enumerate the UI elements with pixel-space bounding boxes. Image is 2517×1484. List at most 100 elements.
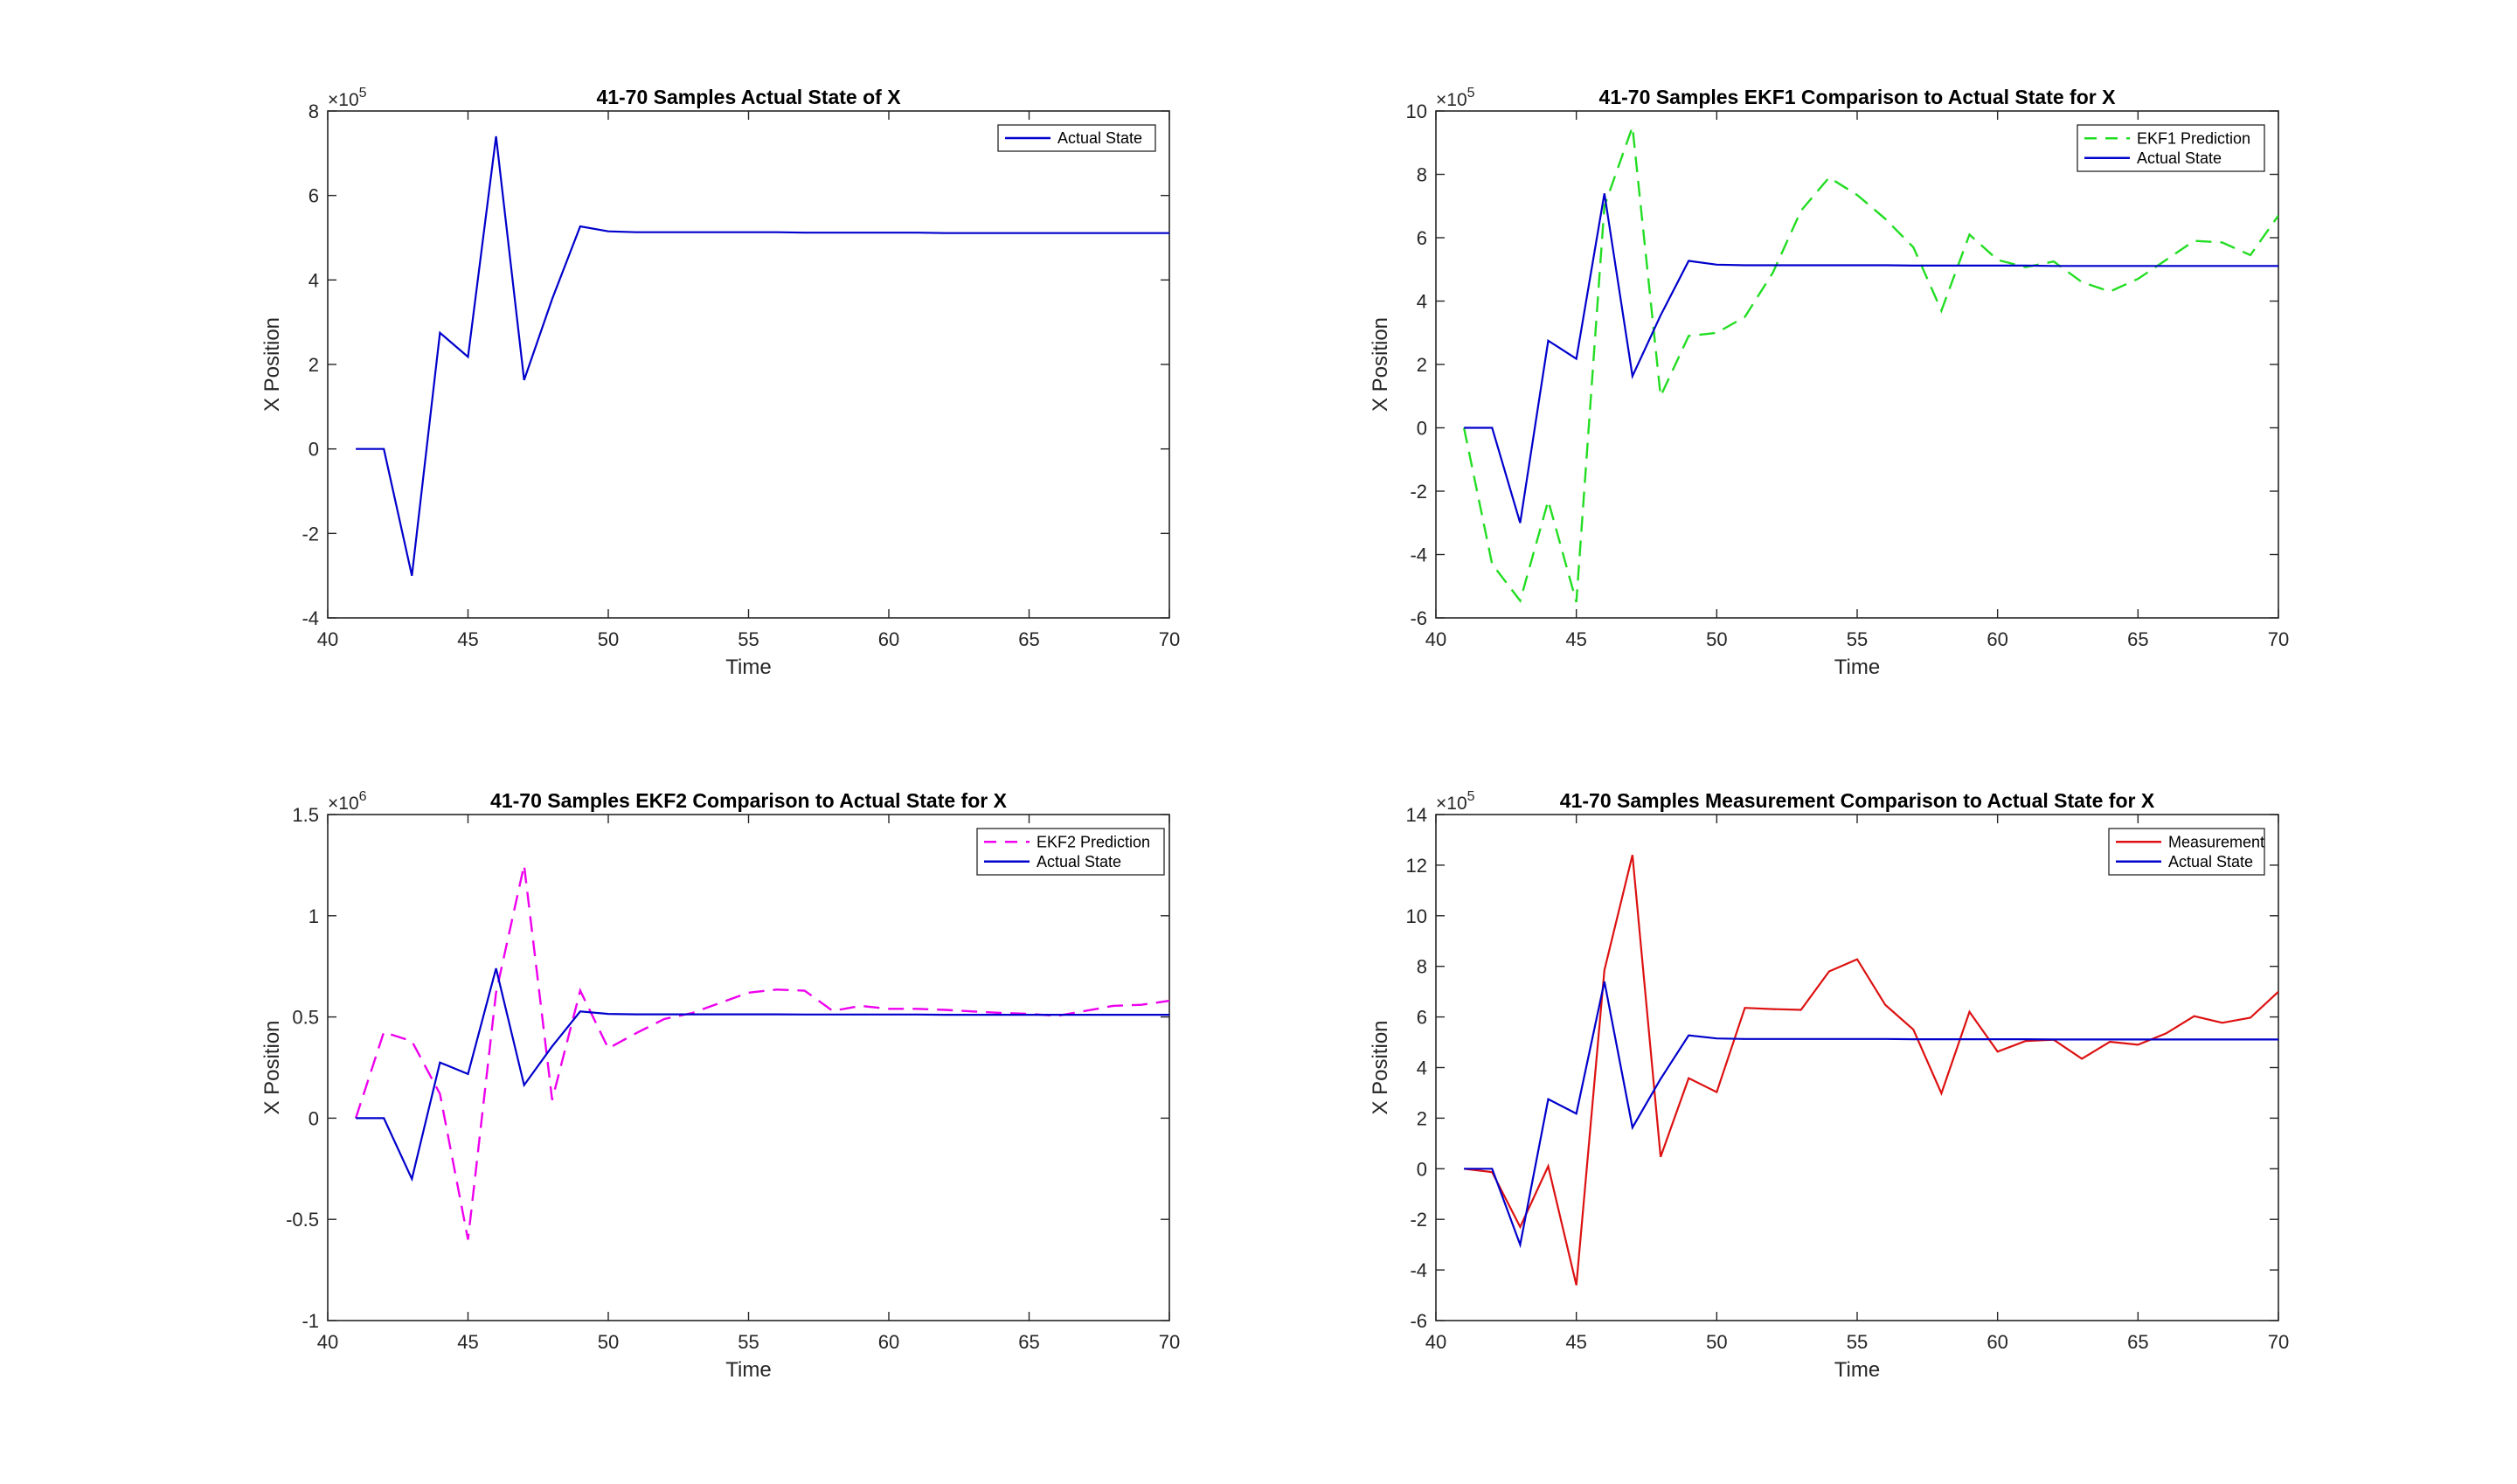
x-tick-label: 40 [317, 1331, 338, 1353]
y-tick-label: 2 [309, 354, 319, 376]
y-exponent-label: ×105 [1436, 789, 1475, 814]
axes-box [1435, 814, 2279, 1321]
x-tick-label: 65 [2127, 628, 2148, 650]
x-axis-label: Time [1834, 655, 1880, 679]
y-tick-label: 0 [309, 439, 319, 461]
legend: Measurement Actual State [2108, 828, 2265, 876]
x-axis-label: Time [1834, 1358, 1880, 1382]
x-tick-label: 50 [598, 1331, 619, 1353]
y-exponent-label: ×106 [328, 789, 367, 814]
x-tick-label: 70 [2268, 628, 2289, 650]
y-tick-label: 4 [309, 269, 319, 291]
y-axis-label: X Position [1369, 317, 1392, 412]
x-tick-label: 50 [1706, 1331, 1727, 1353]
y-tick-label: 2 [1417, 354, 1427, 376]
legend-label: Actual State [2137, 149, 2222, 167]
x-tick-label: 65 [2127, 1331, 2148, 1353]
y-tick-label: 10 [1406, 905, 1427, 927]
legend: EKF1 Prediction Actual State [2077, 124, 2265, 172]
x-tick-label: 55 [738, 1331, 759, 1353]
y-tick-label: 6 [1417, 1007, 1427, 1029]
y-tick-label: 0 [1417, 1158, 1427, 1180]
series-line [354, 864, 1169, 1240]
y-tick-label: -6 [1410, 607, 1427, 629]
legend-label: Measurement [2168, 833, 2264, 850]
y-tick-label: 8 [1417, 956, 1427, 978]
y-exponent-label: ×105 [1436, 86, 1475, 110]
y-tick-label: 0 [309, 1107, 319, 1129]
series-line [1464, 981, 2278, 1249]
y-tick-label: 14 [1406, 804, 1427, 826]
y-tick-label: 8 [1417, 164, 1427, 186]
x-tick-label: 55 [1847, 628, 1868, 650]
y-tick-label: 10 [1406, 101, 1427, 122]
y-tick-label: -4 [1410, 1259, 1427, 1281]
series-line [1463, 855, 2278, 1286]
legend-label: Actual State [2168, 853, 2253, 870]
x-tick-label: 45 [1565, 1331, 1586, 1353]
chart-title: 41-70 Samples Actual State of X [596, 86, 901, 108]
series-line [356, 135, 1169, 576]
x-tick-label: 70 [1159, 628, 1180, 650]
chart-actual: 40 45 50 55 60 65 70 -4 -2 0 2 4 6 8 ×105 41-70 Samples… [260, 86, 1180, 679]
y-tick-label: 12 [1406, 855, 1427, 877]
x-tick-label: 65 [1018, 628, 1039, 650]
x-tick-label: 45 [457, 628, 478, 650]
series-line [1464, 193, 2278, 524]
y-tick-label: 0.5 [292, 1007, 319, 1029]
x-tick-label: 60 [878, 1331, 899, 1353]
series-line [1462, 126, 2278, 604]
y-tick-label: -2 [302, 523, 319, 544]
y-tick-label: -4 [302, 607, 319, 629]
legend-label: EKF2 Prediction [1037, 833, 1150, 850]
y-tick-label: 1.5 [292, 804, 319, 826]
x-tick-label: 40 [1425, 628, 1446, 650]
x-axis-label: Time [725, 1358, 771, 1382]
chart-title: 41-70 Samples Measurement Comparison to … [1560, 789, 2155, 812]
x-tick-label: 65 [1018, 1331, 1039, 1353]
series-line [356, 967, 1169, 1182]
x-tick-label: 50 [598, 628, 619, 650]
y-tick-label: 6 [309, 185, 319, 207]
y-tick-label: 4 [1417, 291, 1427, 313]
x-tick-label: 60 [1987, 628, 2007, 650]
y-tick-label: 8 [309, 101, 319, 122]
legend: EKF2 Prediction Actual State [976, 828, 1165, 876]
chart-ekf2: 40 45 50 55 60 65 70 -1 -0.5 0 0.5 1 1.5 ×106 41-70 Sa… [260, 789, 1180, 1382]
y-tick-label: -0.5 [286, 1209, 319, 1231]
y-tick-label: 4 [1417, 1058, 1427, 1079]
y-tick-label: -2 [1410, 1209, 1427, 1231]
x-tick-label: 45 [457, 1331, 478, 1353]
axes-box [1435, 110, 2279, 619]
x-tick-label: 45 [1565, 628, 1586, 650]
y-tick-label: 6 [1417, 227, 1427, 249]
x-tick-label: 60 [1987, 1331, 2007, 1353]
y-tick-label: 2 [1417, 1107, 1427, 1129]
legend-label: EKF1 Prediction [2137, 129, 2250, 147]
x-tick-label: 70 [1159, 1331, 1180, 1353]
x-tick-label: 50 [1706, 628, 1727, 650]
y-exponent-label: ×105 [328, 86, 367, 110]
y-tick-label: -2 [1410, 481, 1427, 503]
legend: Actual State [997, 124, 1156, 152]
legend-label: Actual State [1037, 853, 1121, 870]
x-tick-label: 40 [317, 628, 338, 650]
x-tick-label: 70 [2268, 1331, 2289, 1353]
chart-measurement: 40 45 50 55 60 65 70 -6 -4 -2 0 2 4 6 8 10 12 14 ×105 41-70… [1369, 789, 2289, 1382]
x-tick-label: 55 [1847, 1331, 1868, 1353]
chart-title: 41-70 Samples EKF2 Comparison to Actual … [490, 789, 1008, 812]
chart-ekf1: 40 45 50 55 60 65 70 -6 -4 -2 0 2 4 6 8 10 ×105 41-70 Sam… [1369, 86, 2289, 679]
axes-box [327, 110, 1170, 619]
y-axis-label: X Position [1369, 1020, 1392, 1114]
chart-title: 41-70 Samples EKF1 Comparison to Actual … [1599, 86, 2117, 108]
legend-label: Actual State [1057, 129, 1142, 147]
y-tick-label: -1 [302, 1310, 319, 1332]
x-axis-label: Time [725, 655, 771, 679]
y-axis-label: X Position [260, 317, 284, 412]
x-tick-label: 60 [878, 628, 899, 650]
y-axis-label: X Position [260, 1020, 284, 1114]
x-tick-label: 40 [1425, 1331, 1446, 1353]
y-tick-label: -4 [1410, 544, 1427, 566]
x-tick-label: 55 [738, 628, 759, 650]
